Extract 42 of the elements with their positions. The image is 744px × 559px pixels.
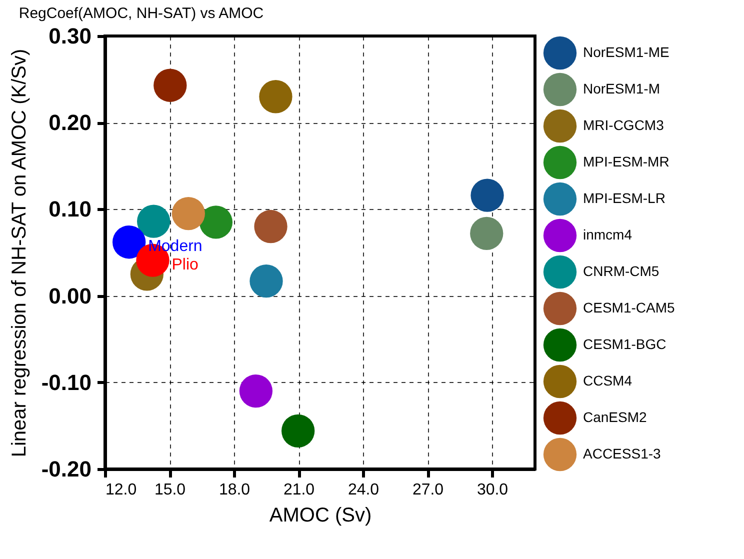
x-tick-label: 12.0 bbox=[106, 482, 137, 498]
y-tick-label: -0.10 bbox=[41, 370, 92, 395]
point bbox=[112, 226, 146, 259]
x-axis-title: AMOC (Sv) bbox=[269, 504, 372, 526]
annotation: Plio bbox=[172, 256, 199, 274]
point bbox=[172, 196, 206, 230]
x-tick-label: 24.0 bbox=[348, 482, 380, 498]
legend-label: CNRM-CM5 bbox=[583, 263, 660, 279]
y-tick-label: 0.00 bbox=[48, 283, 92, 308]
y-tick-label: -0.20 bbox=[41, 456, 92, 482]
x-tick-label: 27.0 bbox=[412, 482, 444, 498]
point bbox=[137, 204, 170, 238]
legend-label: CanESM2 bbox=[583, 409, 648, 425]
legend-label: NorESM1-M bbox=[583, 80, 660, 96]
point bbox=[250, 264, 283, 298]
legend-label: MPI-ESM-MR bbox=[583, 154, 670, 170]
x-tick-label: 21.0 bbox=[283, 482, 315, 498]
y-tick-label: 0.30 bbox=[48, 24, 92, 48]
point bbox=[154, 68, 187, 102]
legend-label: MPI-ESM-LR bbox=[583, 190, 666, 206]
chart-title: RegCoef(AMOC, NH-SAT) vs AMOC bbox=[18, 5, 264, 22]
legend-label: CESM1-BGC bbox=[583, 336, 666, 352]
legend-label: inmcm4 bbox=[583, 226, 632, 242]
legend-label: ACCESS1-3 bbox=[583, 446, 662, 462]
legend-label: NorESM1-ME bbox=[583, 44, 670, 60]
point bbox=[281, 414, 315, 448]
legend-label: CESM1-CAM5 bbox=[583, 300, 676, 316]
x-tick-label: 30.0 bbox=[476, 482, 508, 498]
point bbox=[199, 206, 233, 239]
point bbox=[259, 80, 292, 114]
y-axis-title: Linear regression of NH-SAT on AMOC (K/Sv) bbox=[8, 48, 30, 458]
annotation: Modern bbox=[148, 238, 202, 256]
point bbox=[470, 216, 504, 250]
x-tick-label: 18.0 bbox=[218, 482, 250, 498]
x-tick-label: 15.0 bbox=[154, 482, 186, 498]
y-tick-label: 0.10 bbox=[48, 196, 92, 222]
point bbox=[254, 210, 288, 244]
legend-label: CCSM4 bbox=[583, 372, 632, 388]
y-tick-label: 0.20 bbox=[48, 110, 92, 136]
legend-label: MRI-CGCM3 bbox=[583, 117, 664, 133]
point bbox=[239, 374, 273, 408]
point bbox=[470, 178, 504, 212]
